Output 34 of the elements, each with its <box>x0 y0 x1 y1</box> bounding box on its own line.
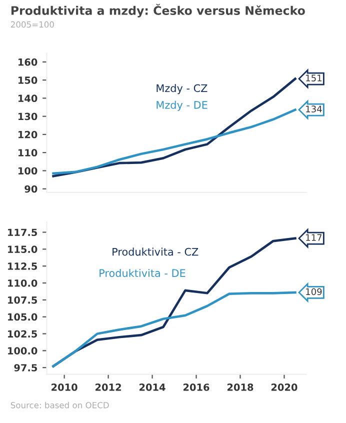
data-label: 134 <box>306 106 322 112</box>
data-label: 117 <box>306 234 322 241</box>
data-label: 109 <box>306 288 322 296</box>
y-tick-label: 117.5 <box>8 228 38 236</box>
x-tick-label: 2016 <box>183 384 210 391</box>
y-tick-label: 100.0 <box>8 347 38 354</box>
x-tick-label: 2010 <box>52 384 78 391</box>
x-tick-label: 2020 <box>271 384 298 391</box>
chart-title: Produktivita a mzdy: Česko versus Německo <box>11 4 305 18</box>
y-tick-label: 110 <box>18 149 38 156</box>
x-tick-label: 2014 <box>140 384 166 391</box>
y-tick-label: 160 <box>18 58 38 66</box>
y-tick-label: 140 <box>18 94 38 102</box>
y-tick-label: 112.5 <box>8 262 38 270</box>
y-tick-label: 150 <box>18 76 38 84</box>
text: Mzdy - CZ <box>156 84 208 94</box>
y-tick-label: 120 <box>18 130 38 138</box>
text: Produktivita - CZ <box>112 248 198 256</box>
y-tick-label: 115.0 <box>8 246 38 253</box>
y-tick-label: 102.5 <box>8 330 38 338</box>
y-tick-label: 105.0 <box>8 313 38 321</box>
text: Mzdy - DE <box>156 100 208 111</box>
source-note: Source: based on OECD <box>10 402 109 408</box>
y-tick-label: 100 <box>18 167 38 175</box>
x-tick-label: 2012 <box>96 384 121 391</box>
y-tick-label: 97.5 <box>14 364 38 372</box>
chart-subtitle: 2005=100 <box>10 21 54 28</box>
y-tick-label: 90 <box>24 185 38 193</box>
x-tick-label: 2018 <box>227 384 254 391</box>
y-tick-label: 107.5 <box>8 296 38 304</box>
y-tick-label: 130 <box>18 112 38 120</box>
data-label: 151 <box>306 74 322 82</box>
text: Produktivita - DE <box>100 268 186 278</box>
y-tick-label: 110.0 <box>8 279 38 287</box>
